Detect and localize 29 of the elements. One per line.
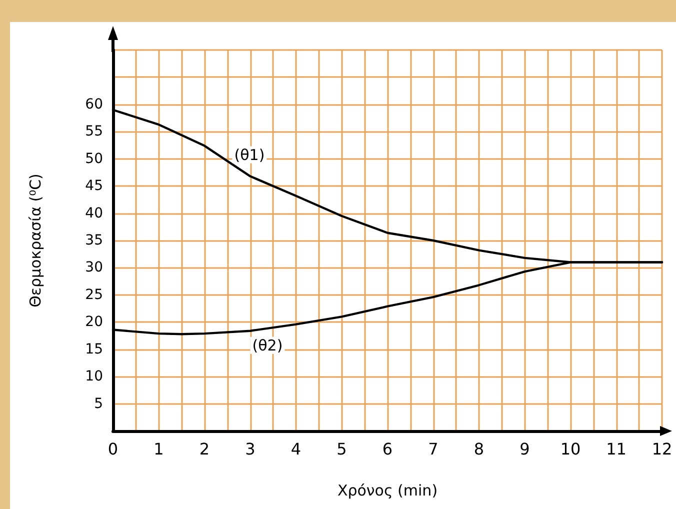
x-tick-label: 0 [108, 440, 118, 458]
y-tick-label: 30 [85, 260, 103, 276]
y-tick-label: 40 [85, 205, 103, 222]
y-tick-label: 50 [85, 150, 103, 167]
y-tick-label: 5 [94, 396, 103, 412]
x-tick-label: 3 [245, 440, 256, 458]
x-tick-label: 1 [154, 440, 164, 458]
x-tick-label: 8 [474, 440, 484, 458]
y-tick-label: 60 [85, 96, 103, 112]
x-tick-label: 2 [199, 440, 210, 458]
x-tick-label: 4 [290, 440, 302, 458]
x-tick-label: 5 [336, 440, 347, 458]
series-label: (θ1) [234, 146, 265, 164]
y-tick-label: 55 [85, 124, 103, 140]
series-label: (θ2) [252, 336, 283, 354]
y-tick-label: 35 [85, 232, 103, 248]
x-tick-label: 10 [560, 440, 581, 458]
x-tick-label: 11 [606, 440, 626, 458]
y-axis-title: Θερμοκρασία (⁰C) [26, 174, 44, 308]
x-tick-label: 12 [652, 440, 672, 458]
x-tick-label: 9 [520, 440, 530, 458]
y-tick-label: 15 [85, 341, 103, 358]
y-tick-label: 20 [85, 314, 103, 330]
y-tick-label: 45 [85, 178, 103, 194]
y-tick-label: 10 [85, 368, 103, 385]
x-tick-label: 6 [382, 440, 393, 458]
x-tick-label: 7 [428, 440, 438, 458]
x-axis-title: Χρόνος (min) [337, 482, 438, 500]
y-tick-label: 25 [85, 286, 103, 303]
